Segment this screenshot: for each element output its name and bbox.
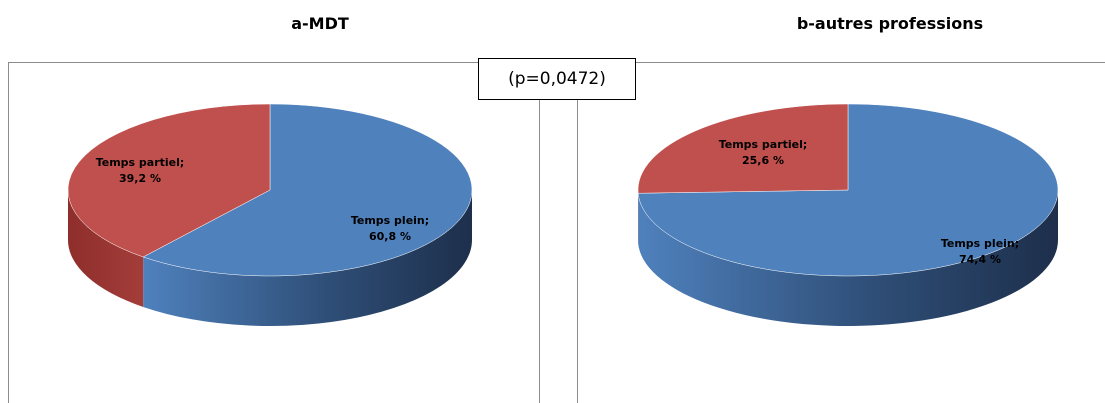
pie-chart-b: Temps plein;74,4 %Temps partiel;25,6 % [638,104,1058,326]
pie-chart-a: Temps plein;60,8 %Temps partiel;39,2 % [68,104,472,326]
p-value-box: (p=0,0472) [478,58,636,100]
